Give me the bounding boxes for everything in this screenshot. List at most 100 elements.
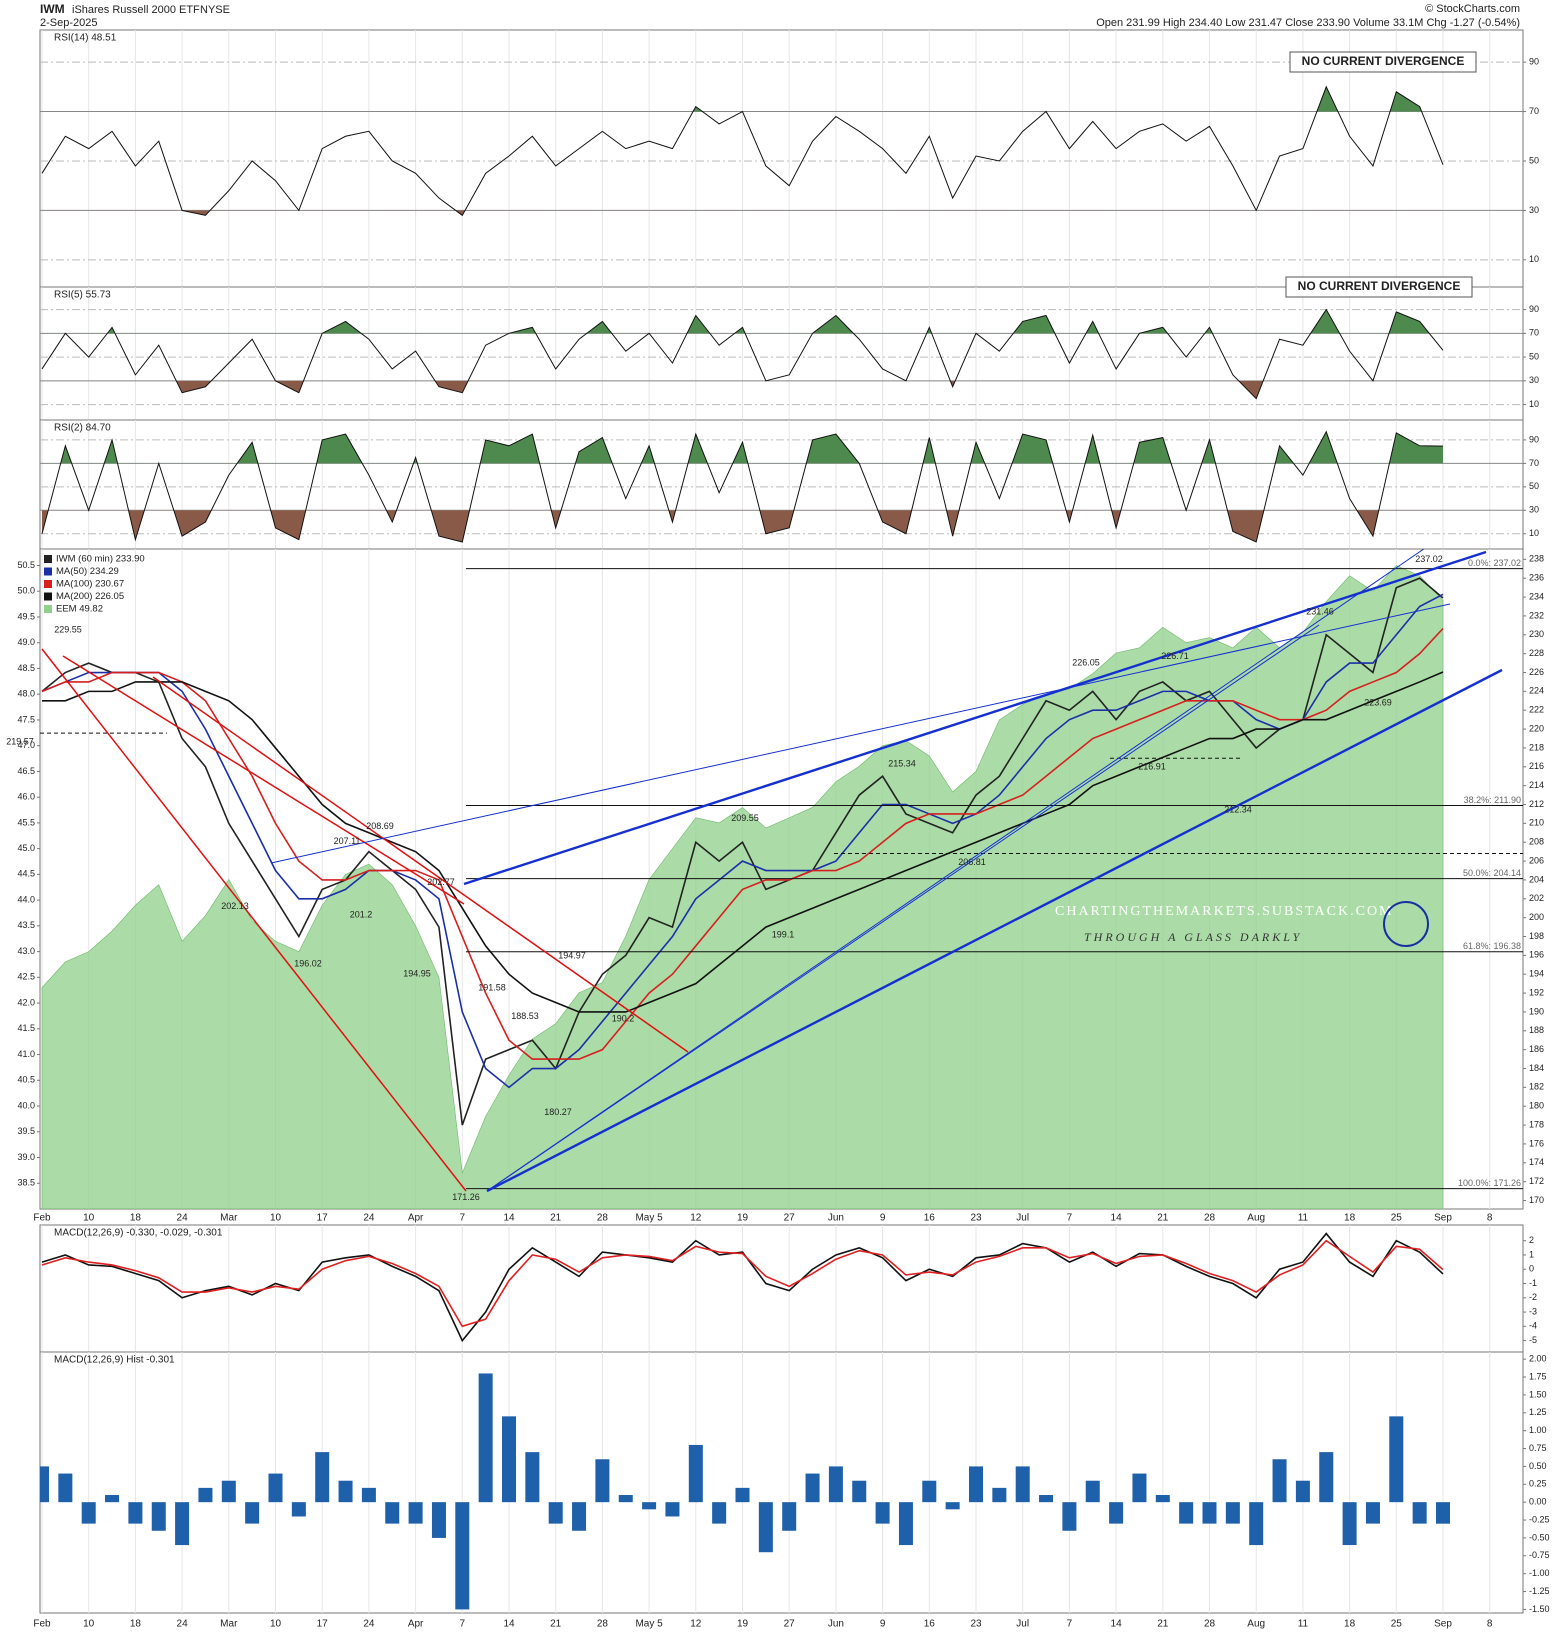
histogram-bar — [198, 1487, 213, 1503]
x-tick-label: May 5 — [635, 1619, 663, 1630]
y-tick-label: 1 — [1529, 1249, 1534, 1259]
price-label: 216.91 — [1138, 762, 1166, 772]
x-tick-label: 17 — [317, 1213, 329, 1224]
y-tick-label: 210 — [1529, 818, 1544, 828]
x-tick-label: 19 — [737, 1619, 749, 1630]
y2-tick-label: 50.5 — [17, 560, 35, 570]
price-label: 199.1 — [772, 930, 795, 940]
watermark: THROUGH A GLASS DARKLY — [1084, 930, 1302, 944]
y-tick-label: 180 — [1529, 1101, 1544, 1111]
y2-tick-label: 47.0 — [17, 740, 35, 750]
series-line — [41, 1239, 1444, 1328]
x-tick-label: 10 — [270, 1619, 282, 1630]
trendline — [152, 676, 689, 1053]
y2-tick-label: 48.5 — [17, 663, 35, 673]
x-tick-label: 17 — [317, 1619, 329, 1630]
y-tick-label: 174 — [1529, 1157, 1544, 1167]
histogram-bar — [1295, 1480, 1310, 1503]
legend-label: EEM 49.82 — [56, 604, 103, 615]
panel-frame — [39, 29, 1524, 288]
x-tick-label: 23 — [970, 1213, 982, 1224]
y-tick-label: 30 — [1529, 375, 1539, 385]
y-tick-label: 170 — [1529, 1195, 1544, 1205]
price-label: 208.69 — [366, 821, 394, 831]
x-tick-label: 14 — [503, 1619, 515, 1630]
y-tick-label: 172 — [1529, 1176, 1544, 1186]
y-tick-label: -5 — [1529, 1335, 1537, 1345]
x-tick-label: Jun — [828, 1619, 844, 1630]
y-tick-label: 50 — [1529, 155, 1539, 165]
y2-tick-label: 45.0 — [17, 843, 35, 853]
y-tick-label: 1.25 — [1529, 1407, 1547, 1417]
histogram-bar — [1179, 1502, 1194, 1524]
date: 2-Sep-2025 — [40, 17, 98, 29]
price-label: 237.02 — [1415, 554, 1443, 564]
y-tick-label: 176 — [1529, 1138, 1544, 1148]
legend-swatch — [44, 567, 52, 576]
histogram-bar — [898, 1502, 913, 1546]
y-tick-label: 238 — [1529, 554, 1544, 564]
y-tick-label: 234 — [1529, 591, 1544, 601]
price-label: 201.2 — [350, 910, 373, 920]
price-label: 194.97 — [558, 950, 586, 960]
y-tick-label: -1.25 — [1529, 1586, 1550, 1596]
y-tick-label: -0.75 — [1529, 1550, 1550, 1560]
y-tick-label: 30 — [1529, 505, 1539, 515]
y-tick-label: 194 — [1529, 969, 1544, 979]
panel-frame — [39, 286, 1524, 421]
legend-swatch — [44, 555, 52, 563]
trendline — [486, 549, 1425, 1192]
x-tick-label: 14 — [1111, 1619, 1123, 1630]
y-tick-label: 224 — [1529, 686, 1544, 696]
trendline — [62, 655, 465, 905]
price-label: 226.71 — [1161, 651, 1189, 661]
y-tick-label: 196 — [1529, 950, 1544, 960]
annotation-box — [1285, 276, 1473, 298]
legend-swatch — [44, 580, 52, 588]
price-label: 194.95 — [403, 969, 431, 979]
x-tick-label: Feb — [33, 1619, 51, 1630]
x-tick-label: 25 — [1391, 1213, 1403, 1224]
plot-area — [40, 30, 1523, 287]
series-line — [42, 671, 1444, 1013]
x-tick-label: 7 — [1067, 1619, 1073, 1630]
x-tick-label: 28 — [597, 1619, 609, 1630]
histogram-bar — [828, 1466, 843, 1503]
x-tick-label: 18 — [1344, 1619, 1356, 1630]
price-label: 229.55 — [54, 624, 82, 634]
trendline — [486, 668, 1503, 1193]
histogram-bar — [548, 1502, 563, 1524]
histogram-bar — [1249, 1502, 1264, 1546]
y2-tick-label: 41.0 — [17, 1049, 35, 1059]
plot-area — [41, 1225, 1491, 1352]
y-tick-label: 70 — [1529, 106, 1539, 116]
x-tick-label: 14 — [503, 1213, 515, 1224]
y-tick-label: 232 — [1529, 610, 1544, 620]
histogram-bar — [1225, 1502, 1240, 1524]
histogram-bar — [1342, 1502, 1357, 1546]
y2-tick-label: 38.5 — [17, 1178, 35, 1188]
x-tick-label: 28 — [1204, 1619, 1216, 1630]
price-label: 212.34 — [1224, 805, 1252, 815]
y-tick-label: 10 — [1529, 399, 1539, 409]
x-tick-label: Apr — [408, 1619, 424, 1630]
trendline — [270, 603, 1451, 864]
fib-label: 61.8%: 196.38 — [1463, 941, 1521, 951]
x-tick-label: 9 — [880, 1213, 886, 1224]
y2-tick-label: 46.0 — [17, 792, 35, 802]
histogram-bar — [945, 1502, 960, 1510]
histogram-bar — [501, 1416, 517, 1503]
x-tick-label: Aug — [1247, 1213, 1265, 1224]
quote: Open 231.99 High 234.40 Low 231.47 Close… — [1096, 17, 1520, 29]
y2-tick-label: 44.5 — [17, 869, 35, 879]
y2-tick-label: 48.0 — [17, 689, 35, 699]
area — [41, 565, 1444, 1209]
histogram-bar — [1085, 1480, 1100, 1503]
price-label: 226.05 — [1072, 657, 1100, 667]
panel-title: MACD(12,26,9) -0.330, -0.029, -0.301 — [54, 1228, 223, 1239]
y-tick-label: 218 — [1529, 742, 1544, 752]
histogram-bar — [175, 1502, 190, 1546]
series-line — [41, 308, 1444, 400]
logo — [1383, 901, 1429, 947]
